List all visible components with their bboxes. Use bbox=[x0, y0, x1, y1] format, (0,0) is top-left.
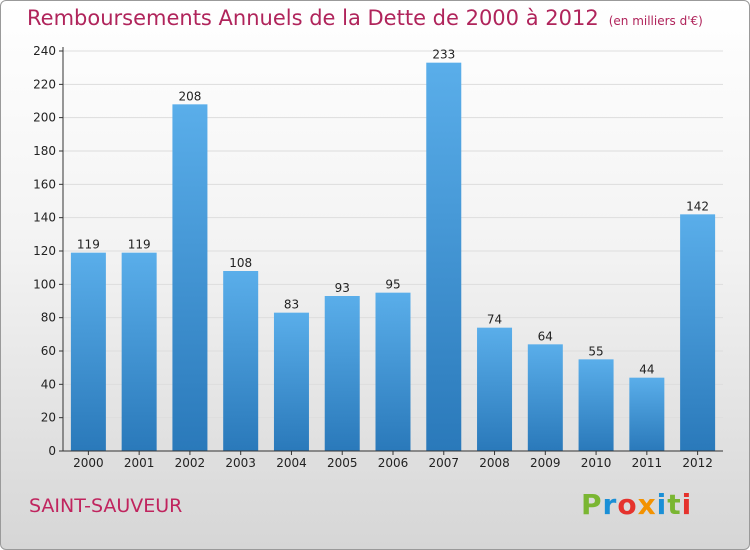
bar-2012 bbox=[680, 214, 716, 451]
bar-2003 bbox=[223, 271, 259, 451]
data-label: 233 bbox=[432, 48, 455, 62]
data-label: 83 bbox=[284, 298, 299, 312]
x-tick-label: 2003 bbox=[225, 456, 256, 470]
bar-2002 bbox=[172, 104, 208, 451]
data-label: 108 bbox=[229, 256, 252, 270]
x-tick-label: 2011 bbox=[632, 456, 663, 470]
x-tick-label: 2009 bbox=[530, 456, 561, 470]
proxiti-logo: Proxiti bbox=[581, 488, 692, 521]
city-name: SAINT-SAUVEUR bbox=[29, 495, 183, 517]
x-tick-label: 2005 bbox=[327, 456, 358, 470]
y-tick-label: 160 bbox=[33, 177, 56, 191]
data-label: 93 bbox=[335, 281, 350, 295]
bars bbox=[70, 62, 716, 452]
data-label: 55 bbox=[588, 344, 603, 358]
y-tick-label: 120 bbox=[33, 244, 56, 258]
x-tick-label: 2010 bbox=[581, 456, 612, 470]
data-label: 208 bbox=[178, 89, 201, 103]
x-tick-label: 2004 bbox=[276, 456, 307, 470]
y-tick-label: 0 bbox=[48, 444, 56, 458]
bar-2006 bbox=[375, 292, 411, 451]
x-tick-label: 2008 bbox=[479, 456, 510, 470]
logo-letter: P bbox=[581, 488, 603, 521]
x-tick-label: 2000 bbox=[73, 456, 104, 470]
data-label: 142 bbox=[686, 199, 709, 213]
data-label: 74 bbox=[487, 313, 502, 327]
bar-2005 bbox=[324, 296, 360, 451]
bar-2008 bbox=[477, 327, 513, 451]
x-tick-label: 2001 bbox=[124, 456, 155, 470]
y-tick-label: 60 bbox=[41, 344, 56, 358]
bar-2001 bbox=[121, 252, 157, 451]
y-tick-label: 80 bbox=[41, 311, 56, 325]
y-tick-label: 180 bbox=[33, 144, 56, 158]
bar-2010 bbox=[578, 359, 614, 451]
chart-title-text: Remboursements Annuels de la Dette de 20… bbox=[27, 6, 599, 30]
logo-letter: x bbox=[637, 488, 657, 521]
x-tick-label: 2007 bbox=[428, 456, 459, 470]
logo-letter: o bbox=[617, 488, 638, 521]
x-tick-label: 2006 bbox=[378, 456, 409, 470]
logo-letter: i bbox=[656, 488, 668, 521]
data-label: 95 bbox=[385, 278, 400, 292]
labels: 0 20 40 60 80 100 120 140 160 180 200 220 240 119 2000… bbox=[33, 44, 713, 470]
bar-2011 bbox=[629, 377, 665, 451]
logo-letter: r bbox=[602, 488, 618, 521]
logo-letter: t bbox=[667, 488, 682, 521]
bar-2007 bbox=[426, 62, 462, 452]
y-tick-label: 240 bbox=[33, 44, 56, 58]
y-tick-label: 220 bbox=[33, 77, 56, 91]
x-tick-label: 2002 bbox=[175, 456, 206, 470]
bar-2000 bbox=[70, 252, 106, 451]
x-tick-label: 2012 bbox=[682, 456, 713, 470]
axes bbox=[59, 47, 723, 455]
logo-letter: i bbox=[681, 488, 693, 521]
data-label: 119 bbox=[128, 238, 151, 252]
y-tick-label: 100 bbox=[33, 277, 56, 291]
data-label: 44 bbox=[639, 363, 654, 377]
y-tick-label: 20 bbox=[41, 411, 56, 425]
unit-note: (en milliers d'€) bbox=[608, 14, 703, 28]
bar-2004 bbox=[273, 312, 309, 451]
data-label: 119 bbox=[77, 238, 100, 252]
y-tick-label: 200 bbox=[33, 111, 56, 125]
y-tick-label: 40 bbox=[41, 377, 56, 391]
chart-title: Remboursements Annuels de la Dette de 20… bbox=[27, 6, 703, 30]
data-label: 64 bbox=[538, 329, 553, 343]
y-tick-label: 140 bbox=[33, 211, 56, 225]
bar-2009 bbox=[527, 344, 563, 451]
